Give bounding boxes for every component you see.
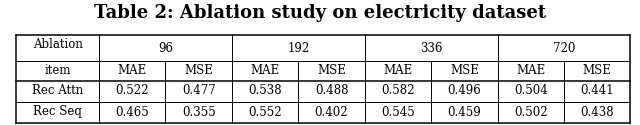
Text: MSE: MSE [317,64,346,77]
Text: MAE: MAE [516,64,545,77]
Text: Ablation: Ablation [33,38,83,51]
Text: Rec Seq: Rec Seq [33,106,82,118]
Text: 0.465: 0.465 [115,106,149,118]
Text: 0.502: 0.502 [514,106,548,118]
Text: 0.477: 0.477 [182,84,216,98]
Text: 0.538: 0.538 [248,84,282,98]
Text: 0.522: 0.522 [115,84,149,98]
Text: MSE: MSE [583,64,612,77]
Text: MSE: MSE [450,64,479,77]
Text: 0.402: 0.402 [315,106,348,118]
Text: 0.488: 0.488 [315,84,348,98]
Text: 0.441: 0.441 [580,84,614,98]
Text: 0.552: 0.552 [248,106,282,118]
Text: 0.459: 0.459 [447,106,481,118]
Text: 0.496: 0.496 [447,84,481,98]
Text: MAE: MAE [250,64,280,77]
Text: 720: 720 [553,42,575,55]
Text: 0.438: 0.438 [580,106,614,118]
Text: 0.355: 0.355 [182,106,216,118]
Text: 0.582: 0.582 [381,84,415,98]
Text: 192: 192 [287,42,309,55]
Text: Table 2: Ablation study on electricity dataset: Table 2: Ablation study on electricity d… [94,4,546,22]
Text: 96: 96 [158,42,173,55]
Text: 0.545: 0.545 [381,106,415,118]
Text: item: item [44,64,71,77]
Text: Rec Attn: Rec Attn [32,84,83,98]
Text: MAE: MAE [383,64,413,77]
Text: MSE: MSE [184,64,213,77]
Text: 336: 336 [420,42,442,55]
Text: MAE: MAE [118,64,147,77]
Text: 0.504: 0.504 [514,84,548,98]
